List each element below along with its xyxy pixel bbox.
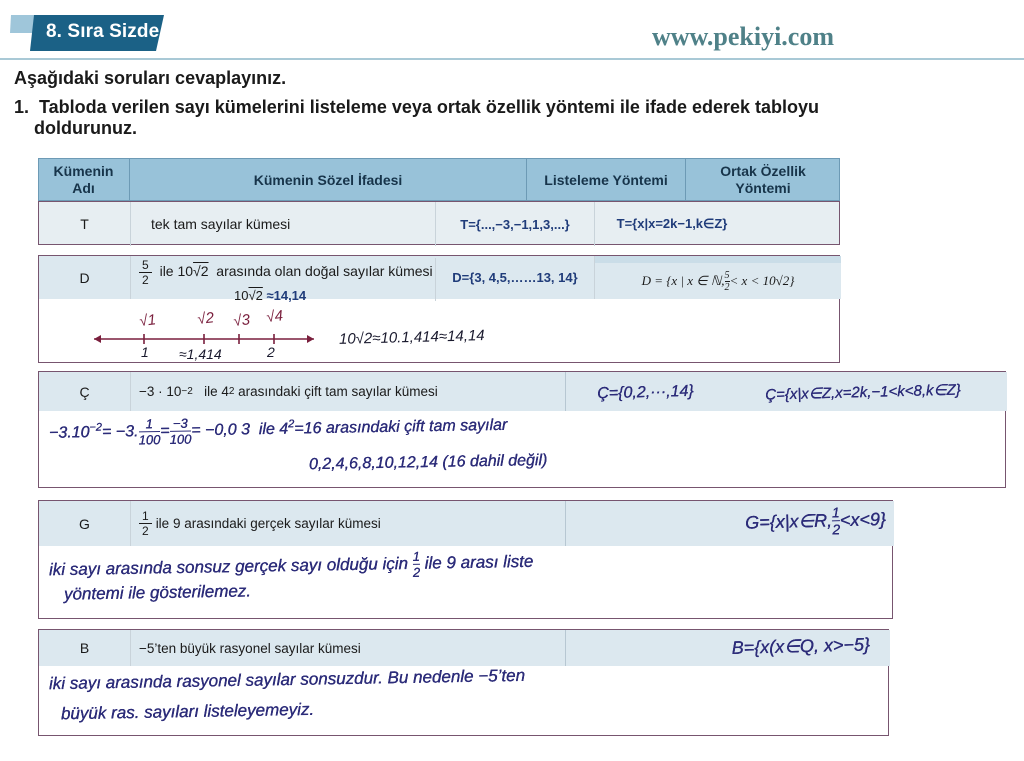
svg-text:√1: √1 (139, 311, 157, 330)
svg-text:√2: √2 (197, 309, 216, 328)
svg-text:√3: √3 (233, 311, 252, 330)
svg-text:2: 2 (266, 344, 275, 360)
svg-text:≈1,414: ≈1,414 (179, 346, 222, 362)
svg-text:1: 1 (141, 344, 149, 360)
svg-text:√4: √4 (266, 307, 284, 326)
